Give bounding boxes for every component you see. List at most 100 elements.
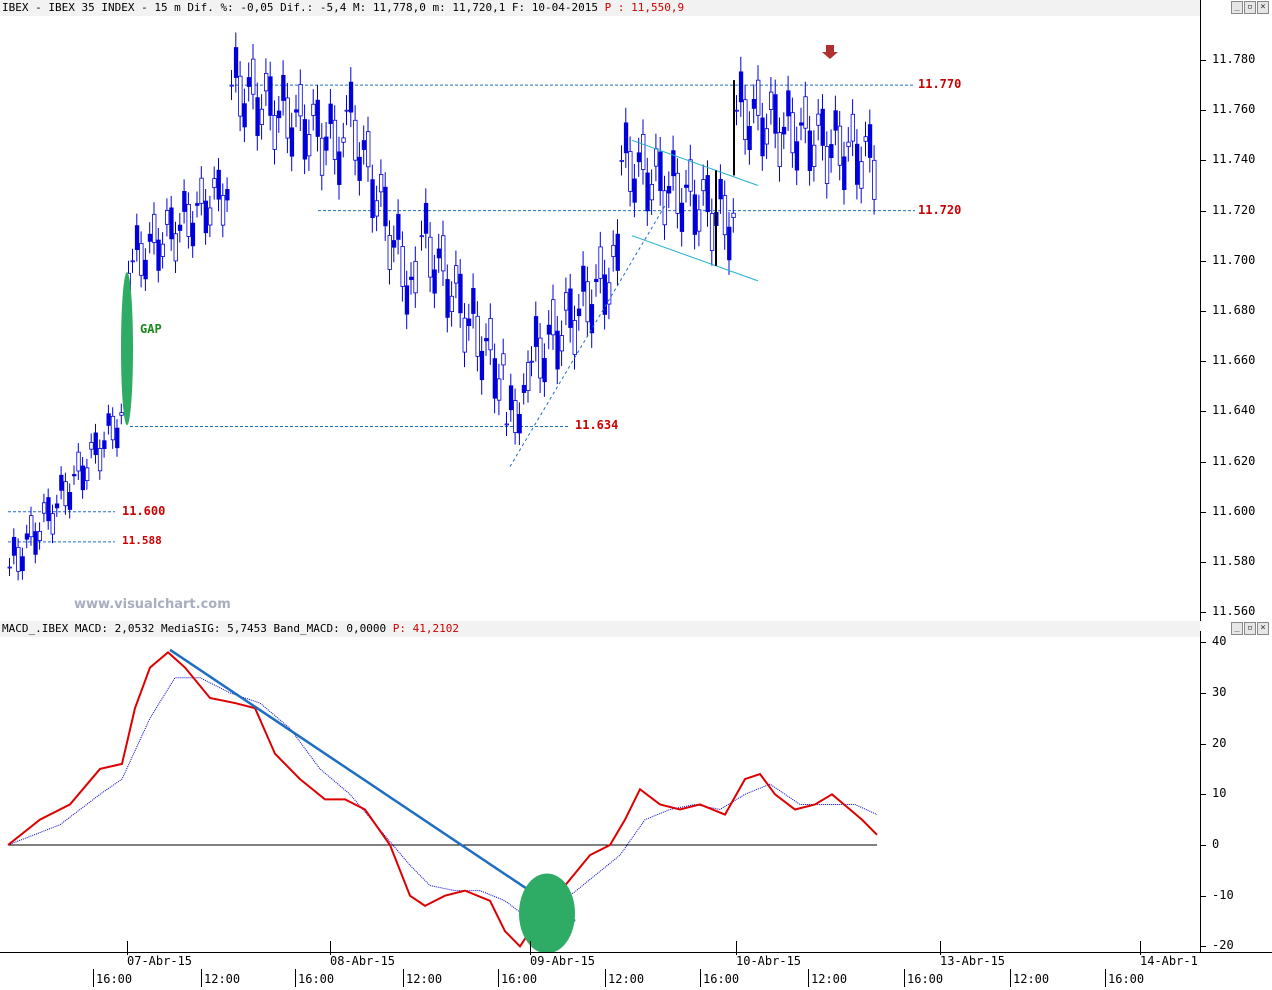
candle	[615, 233, 620, 271]
x-time-label: 12:00	[204, 972, 241, 986]
candle	[186, 203, 191, 237]
candle	[242, 103, 247, 128]
candle	[833, 110, 838, 131]
close-icon[interactable]: ×	[1257, 1, 1269, 14]
candle	[16, 546, 21, 572]
candle	[396, 213, 401, 240]
macd-cross-marker	[519, 873, 575, 954]
candle	[156, 239, 161, 271]
candle	[177, 224, 183, 231]
candle	[820, 108, 825, 146]
macd-y-tick	[1201, 946, 1206, 948]
y-tick-label: 11.600	[1212, 503, 1256, 518]
candle	[341, 137, 346, 143]
candle	[428, 236, 433, 278]
x-time-tick	[403, 969, 404, 987]
candle	[445, 279, 450, 318]
candle	[542, 358, 547, 383]
minimize-icon[interactable]: _	[1231, 1, 1243, 14]
candle	[119, 412, 124, 416]
candle	[662, 190, 667, 226]
candle	[581, 265, 586, 292]
candle	[130, 260, 135, 263]
x-time-label: 16:00	[703, 972, 740, 986]
x-time-label: 12:00	[406, 972, 443, 986]
minimize-icon[interactable]: _	[1231, 622, 1243, 635]
x-time-label: 16:00	[96, 972, 133, 986]
candle	[67, 492, 73, 510]
candle	[147, 233, 153, 242]
x-time-tick	[295, 969, 296, 987]
x-time-tick	[498, 969, 499, 987]
candle	[404, 285, 410, 315]
x-date-label: 14-Abr-1	[1140, 954, 1198, 968]
candle	[139, 243, 144, 276]
candle	[738, 71, 744, 103]
candle	[863, 136, 868, 142]
candle	[54, 503, 60, 509]
candle	[332, 119, 338, 160]
candle	[594, 278, 599, 283]
y-tick	[1201, 210, 1206, 212]
candle	[348, 81, 354, 113]
candle	[799, 122, 804, 126]
y-tick	[1201, 461, 1206, 463]
candle	[85, 467, 90, 482]
x-time-tick	[904, 969, 905, 987]
candle	[632, 178, 637, 203]
candle	[409, 276, 414, 280]
macd-line	[7, 651, 878, 948]
x-date-label: 09-Abr-15	[530, 954, 596, 968]
candle	[585, 281, 590, 323]
candle	[361, 140, 367, 150]
candle	[190, 222, 196, 247]
candle	[488, 317, 493, 351]
candle	[718, 178, 723, 200]
candle	[619, 159, 624, 162]
candle	[89, 442, 94, 450]
candle	[572, 320, 577, 355]
y-tick-label: 11.660	[1212, 353, 1256, 368]
signal-line	[7, 677, 878, 917]
candle	[387, 235, 392, 270]
candle	[812, 144, 817, 167]
candle	[11, 536, 17, 556]
candle	[225, 189, 230, 201]
x-date-tick	[1140, 941, 1141, 955]
candle	[777, 132, 782, 167]
candle	[628, 151, 633, 192]
macd-y-tick-label: -10	[1212, 887, 1234, 902]
candle	[855, 143, 860, 185]
candle	[529, 360, 534, 363]
candle	[311, 103, 316, 116]
y-tick	[1201, 511, 1206, 513]
x-time-tick	[605, 969, 606, 987]
candle	[872, 159, 877, 200]
level-label: 11.588	[122, 533, 162, 547]
candle	[255, 97, 260, 136]
x-date-tick	[530, 941, 531, 955]
x-date-label: 07-Abr-15	[127, 954, 193, 968]
gap-marker	[121, 272, 133, 426]
macd-y-tick	[1201, 692, 1206, 694]
y-tick	[1201, 562, 1206, 563]
macd-y-tick-label: 40	[1212, 634, 1227, 649]
macd-chart	[7, 648, 878, 954]
candle	[641, 133, 646, 170]
candle	[636, 152, 642, 163]
candle	[722, 195, 728, 236]
candle	[705, 175, 710, 213]
candle	[102, 440, 107, 450]
restore-icon[interactable]: ▫	[1244, 622, 1256, 635]
candle	[781, 126, 787, 135]
macd-downtrend-line	[169, 648, 576, 923]
macd-y-tick-label: 30	[1212, 684, 1227, 699]
close-icon[interactable]: ×	[1257, 622, 1269, 635]
candle	[20, 556, 25, 572]
candle	[466, 318, 472, 327]
restore-icon[interactable]: ▫	[1244, 1, 1256, 14]
candle	[688, 159, 693, 192]
candle	[807, 130, 812, 171]
watermark: www.visualchart.com	[74, 597, 231, 612]
candle	[7, 566, 12, 569]
